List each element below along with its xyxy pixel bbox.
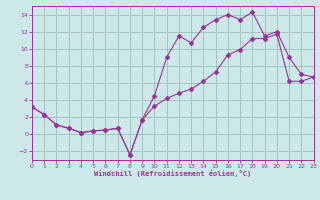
X-axis label: Windchill (Refroidissement éolien,°C): Windchill (Refroidissement éolien,°C)	[94, 170, 252, 177]
